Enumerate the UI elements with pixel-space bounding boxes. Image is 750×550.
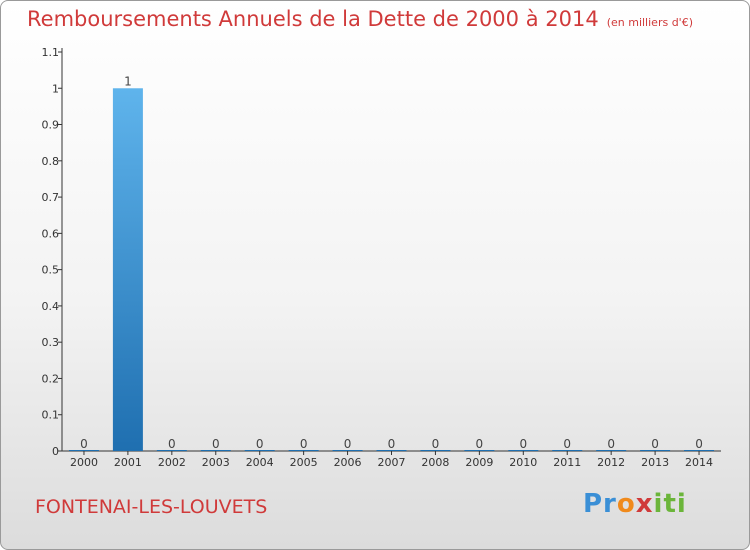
units-label: (en milliers d'€) (606, 16, 693, 29)
bar (112, 88, 143, 451)
bar (376, 450, 407, 451)
bar (640, 450, 671, 451)
data-label: 0 (80, 437, 88, 451)
y-tick-label: 1 (52, 82, 59, 95)
proxiti-logo[interactable]: Proxiti (583, 489, 687, 519)
bar (200, 450, 231, 451)
data-label: 0 (168, 437, 176, 451)
data-label: 0 (300, 437, 308, 451)
x-tick-label: 2003 (202, 456, 230, 469)
bar (596, 450, 627, 451)
bar (552, 450, 583, 451)
chart-title: Remboursements Annuels de la Dette de 20… (27, 7, 693, 31)
x-tick-label: 2006 (334, 456, 362, 469)
commune-name: FONTENAI-LES-LOUVETS (35, 496, 268, 518)
data-label: 0 (344, 437, 352, 451)
data-label: 0 (607, 437, 615, 451)
x-tick-label: 2013 (641, 456, 669, 469)
data-label: 0 (212, 437, 220, 451)
bar (420, 450, 451, 451)
y-tick-label: 1.1 (42, 46, 60, 59)
y-tick-label: 0.4 (42, 300, 60, 313)
x-tick-label: 2012 (597, 456, 625, 469)
y-tick-label: 0.3 (42, 336, 60, 349)
bar (332, 450, 363, 451)
bar (288, 450, 319, 451)
y-tick-label: 0.6 (42, 227, 60, 240)
data-label: 0 (256, 437, 264, 451)
y-tick-label: 0.9 (42, 119, 60, 132)
y-tick-label: 0.1 (42, 409, 60, 422)
x-tick-label: 2008 (421, 456, 449, 469)
bar (68, 450, 99, 451)
x-tick-label: 2007 (378, 456, 406, 469)
bar (508, 450, 539, 451)
y-tick-label: 0.7 (42, 191, 60, 204)
x-tick-label: 2010 (509, 456, 537, 469)
y-tick-label: 0.5 (42, 264, 60, 277)
bar (244, 450, 275, 451)
x-tick-label: 2004 (246, 456, 274, 469)
data-label: 0 (388, 437, 396, 451)
x-tick-label: 2011 (553, 456, 581, 469)
bar (464, 450, 495, 451)
y-tick-label: 0.8 (42, 155, 60, 168)
y-tick-label: 0.2 (42, 372, 60, 385)
data-label: 0 (519, 437, 527, 451)
x-tick-label: 2014 (685, 456, 713, 469)
y-tick-label: 0 (52, 445, 59, 458)
bar (156, 450, 187, 451)
data-label: 0 (651, 437, 659, 451)
x-tick-label: 2005 (290, 456, 318, 469)
data-label: 0 (476, 437, 484, 451)
x-tick-label: 2001 (114, 456, 142, 469)
x-tick-label: 2000 (70, 456, 98, 469)
data-label: 1 (124, 74, 132, 88)
x-tick-label: 2009 (465, 456, 493, 469)
data-label: 0 (432, 437, 440, 451)
bar (684, 450, 715, 451)
data-label: 0 (563, 437, 571, 451)
data-label: 0 (695, 437, 703, 451)
x-tick-label: 2002 (158, 456, 186, 469)
